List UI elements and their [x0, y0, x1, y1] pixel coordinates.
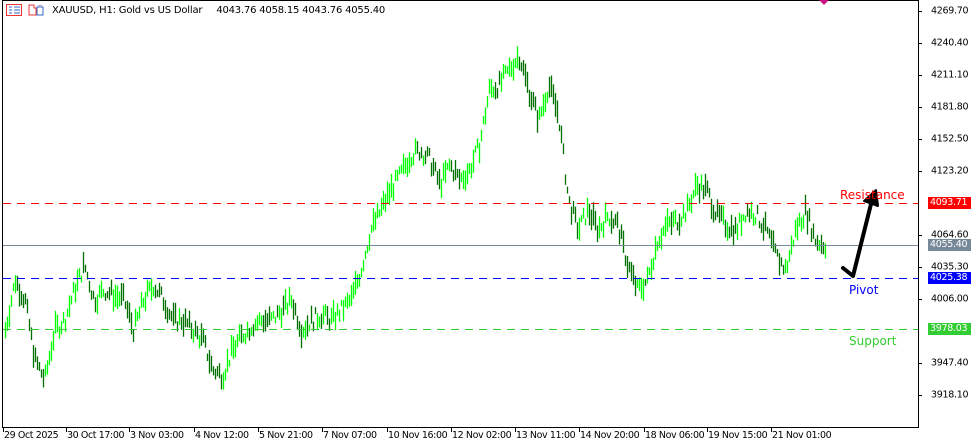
price-axis-label: 4035.30 [931, 261, 969, 273]
time-axis-label: 18 Nov 06:00 [645, 430, 705, 441]
chart-header: XAUUSD, H1: Gold vs US Dollar 4043.76 40… [6, 4, 385, 16]
time-axis-label: 3 Nov 03:00 [130, 430, 184, 441]
chart-frame [2, 0, 919, 428]
support-label: Support [849, 334, 897, 348]
price-axis-label: 4064.60 [931, 229, 969, 241]
symbol-title: XAUUSD, H1: Gold vs US Dollar [52, 4, 203, 16]
price-bars [4, 46, 827, 390]
menu-list-icon[interactable] [6, 4, 22, 16]
arrow-icon [841, 189, 879, 278]
time-axis-label: 30 Oct 17:00 [67, 430, 125, 441]
time-axis-label: 4 Nov 12:00 [195, 430, 249, 441]
price-axis-label: 3947.40 [931, 357, 969, 369]
sell-marker-icon [819, 0, 829, 5]
price-axis-label: 4152.50 [931, 133, 969, 145]
ohlc-values: 4043.76 4058.15 4043.76 4055.40 [216, 4, 386, 16]
one-click-trading-icon[interactable] [28, 4, 44, 16]
resistance-label: Resistance [840, 188, 905, 202]
price-axis-label: 4123.20 [931, 165, 969, 177]
time-axis-label: 5 Nov 21:00 [259, 430, 313, 441]
pivot-price-tag: 4025.38 [928, 271, 971, 284]
time-axis-label: 13 Nov 11:00 [516, 430, 576, 441]
pivot-label: Pivot [849, 283, 879, 297]
time-axis-label: 7 Nov 07:00 [323, 430, 377, 441]
price-axis-label: 3918.10 [931, 389, 969, 401]
price-axis-label: 4181.80 [931, 101, 969, 113]
bid-price-tag: 4055.40 [928, 239, 971, 252]
time-axis-label: 14 Nov 20:00 [580, 430, 640, 441]
price-axis-label: 4240.40 [931, 37, 969, 49]
price-axis-label: 4211.10 [931, 69, 969, 81]
resistance-price-tag: 4093.71 [928, 197, 971, 210]
time-axis-label: 19 Nov 15:00 [708, 430, 768, 441]
price-axis-label: 4006.00 [931, 293, 969, 305]
time-axis-label: 10 Nov 16:00 [388, 430, 448, 441]
price-axis-label: 4269.70 [931, 5, 969, 17]
support-price-tag: 3978.03 [928, 323, 971, 336]
time-axis-label: 12 Nov 02:00 [452, 430, 512, 441]
time-axis-label: 21 Nov 01:00 [772, 430, 832, 441]
time-axis-label: 29 Oct 2025 [4, 430, 59, 441]
